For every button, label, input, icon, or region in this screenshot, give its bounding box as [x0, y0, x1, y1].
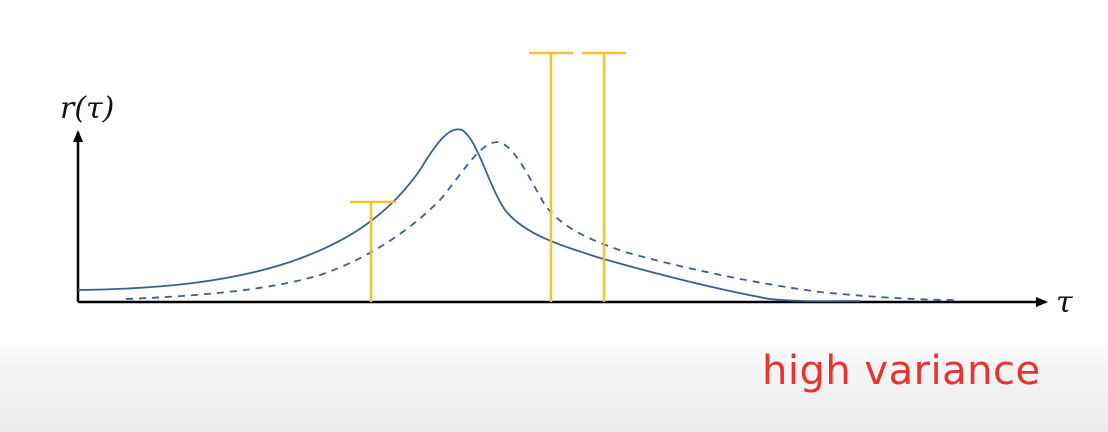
- caption-high-variance: high variance: [762, 348, 1041, 394]
- dashed-curve: [125, 141, 959, 301]
- sample-marker-2: [529, 51, 573, 302]
- x-axis-label: τ: [1056, 285, 1073, 320]
- solid-curve: [77, 128, 861, 303]
- bottom-background: [0, 340, 1108, 432]
- sample-marker-1: [350, 200, 396, 302]
- sample-marker-3: [582, 51, 626, 302]
- y-axis-label: r(τ): [60, 91, 114, 126]
